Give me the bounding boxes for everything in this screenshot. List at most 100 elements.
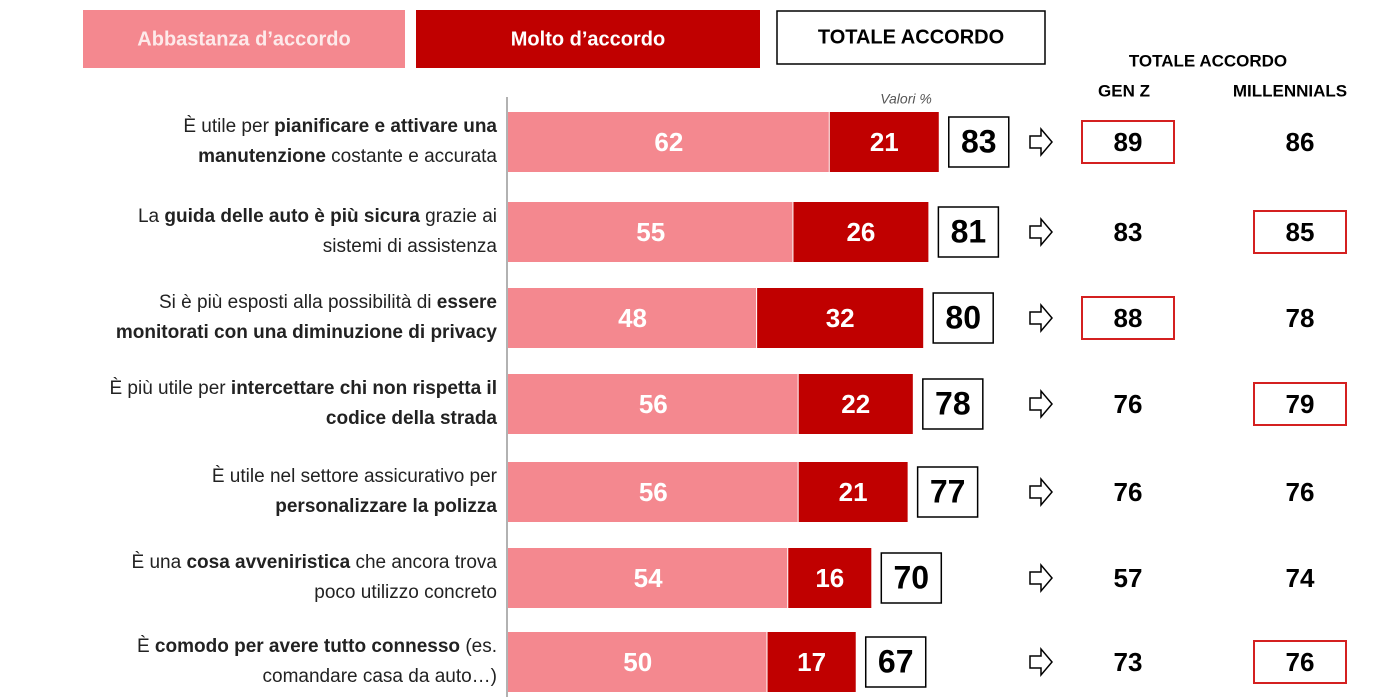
- comparison-value: 78: [1286, 303, 1315, 333]
- comparison-value: 76: [1286, 647, 1315, 677]
- data-label: 54: [634, 563, 663, 593]
- total-label: 70: [894, 559, 930, 595]
- label-part: guida delle auto è più sicura: [164, 206, 420, 227]
- bar-segment: [508, 548, 789, 608]
- column-header: GEN Z: [1098, 81, 1150, 100]
- total-label: 77: [930, 473, 966, 509]
- data-label: 21: [870, 127, 899, 157]
- label-part: costante e accurata: [326, 146, 498, 167]
- comparison-value: 76: [1286, 477, 1315, 507]
- label-part: cosa avveniristica: [186, 552, 350, 573]
- arrow: [1029, 388, 1053, 420]
- label-part: intercettare chi non rispetta il: [231, 378, 497, 399]
- arrow: [1029, 302, 1053, 334]
- label-part: poco utilizzo concreto: [314, 582, 497, 603]
- data-label: 62: [654, 127, 683, 157]
- total-box: [916, 466, 979, 518]
- bar-segment: [508, 374, 799, 434]
- category-label: monitorati con una diminuzione di privac…: [116, 322, 498, 343]
- label-part: È una: [132, 552, 187, 573]
- data-label: 50: [623, 647, 652, 677]
- bar-segment: [508, 462, 799, 522]
- label-part: Si è più esposti alla possibilità di: [159, 292, 437, 313]
- category-label: È utile nel settore assicurativo per: [212, 466, 498, 487]
- arrow: [1029, 126, 1053, 158]
- legend-label: Molto d’accordo: [511, 28, 665, 50]
- bar-segment: [508, 112, 830, 172]
- category-label: sistemi di assistenza: [323, 236, 498, 257]
- bar-segment: [788, 548, 872, 608]
- comparison-value: 79: [1286, 389, 1315, 419]
- label-part: È utile per: [183, 116, 274, 137]
- data-label: 56: [639, 477, 668, 507]
- arrow: [1029, 562, 1053, 594]
- category-label: personalizzare la polizza: [275, 496, 497, 517]
- comparison-value: 86: [1286, 127, 1315, 157]
- comparison-value: 76: [1114, 389, 1143, 419]
- category-label: Si è più esposti alla possibilità di ess…: [159, 292, 497, 313]
- highlight-box: [1253, 382, 1347, 426]
- bar-segment: [757, 288, 924, 348]
- arrow: [1029, 216, 1053, 248]
- bar-segment: [829, 112, 939, 172]
- label-part: comandare casa da auto…): [263, 666, 497, 687]
- label-part: È utile nel settore assicurativo per: [212, 466, 498, 487]
- label-part: (es.: [460, 636, 497, 657]
- annotation: Valori %: [880, 91, 932, 107]
- legend-swatch: [776, 10, 1046, 65]
- bar-segment: [798, 374, 913, 434]
- data-label: 16: [815, 563, 844, 593]
- data-label: 56: [639, 389, 668, 419]
- bar-segment: [793, 202, 929, 262]
- data-label: 48: [618, 303, 647, 333]
- data-label: 26: [846, 217, 875, 247]
- label-part: È: [137, 636, 155, 657]
- highlight-box: [1253, 640, 1347, 684]
- category-label: È più utile per intercettare chi non ris…: [109, 378, 497, 399]
- total-box: [922, 378, 984, 430]
- data-label: 17: [797, 647, 826, 677]
- total-label: 80: [945, 299, 981, 335]
- data-label: 22: [841, 389, 870, 419]
- category-label: comandare casa da auto…): [263, 666, 497, 687]
- label-part: comodo per avere tutto connesso: [155, 636, 460, 657]
- comparison-value: 76: [1114, 477, 1143, 507]
- highlight-box: [1253, 210, 1347, 254]
- label-part: che ancora trova: [350, 552, 497, 573]
- label-part: codice della strada: [326, 408, 498, 429]
- category-label: poco utilizzo concreto: [314, 582, 497, 603]
- total-label: 78: [935, 385, 971, 421]
- arrow: [1029, 476, 1053, 508]
- category-label: manutenzione costante e accurata: [198, 146, 497, 167]
- highlight-box: [1081, 296, 1175, 340]
- data-label: 21: [839, 477, 868, 507]
- legend-label: Abbastanza d’accordo: [137, 28, 350, 50]
- comparison-value: 74: [1286, 563, 1315, 593]
- arrow: [1029, 646, 1053, 678]
- comparison-value: 88: [1114, 303, 1143, 333]
- total-label: 67: [878, 643, 914, 679]
- label-part: manutenzione: [198, 146, 326, 167]
- total-box: [948, 116, 1010, 168]
- total-box: [937, 206, 1000, 258]
- label-part: La: [138, 206, 164, 227]
- total-box: [932, 292, 994, 344]
- label-part: personalizzare la polizza: [275, 496, 497, 517]
- comparison-value: 83: [1114, 217, 1143, 247]
- bar-segment: [508, 288, 758, 348]
- comparison-value: 89: [1114, 127, 1143, 157]
- label-part: essere: [437, 292, 497, 313]
- column-header: MILLENNIALS: [1233, 81, 1347, 100]
- label-part: monitorati con una diminuzione di privac…: [116, 322, 498, 343]
- legend-swatch: [83, 10, 405, 68]
- total-box: [880, 552, 943, 604]
- total-label: 81: [951, 213, 987, 249]
- data-label: 55: [636, 217, 665, 247]
- total-label: 83: [961, 123, 997, 159]
- label-part: pianificare e attivare una: [274, 116, 497, 137]
- category-label: È comodo per avere tutto connesso (es.: [137, 636, 497, 657]
- comparison-title: TOTALE ACCORDO: [1129, 51, 1287, 70]
- bar-segment: [798, 462, 908, 522]
- bar-segment: [508, 632, 768, 692]
